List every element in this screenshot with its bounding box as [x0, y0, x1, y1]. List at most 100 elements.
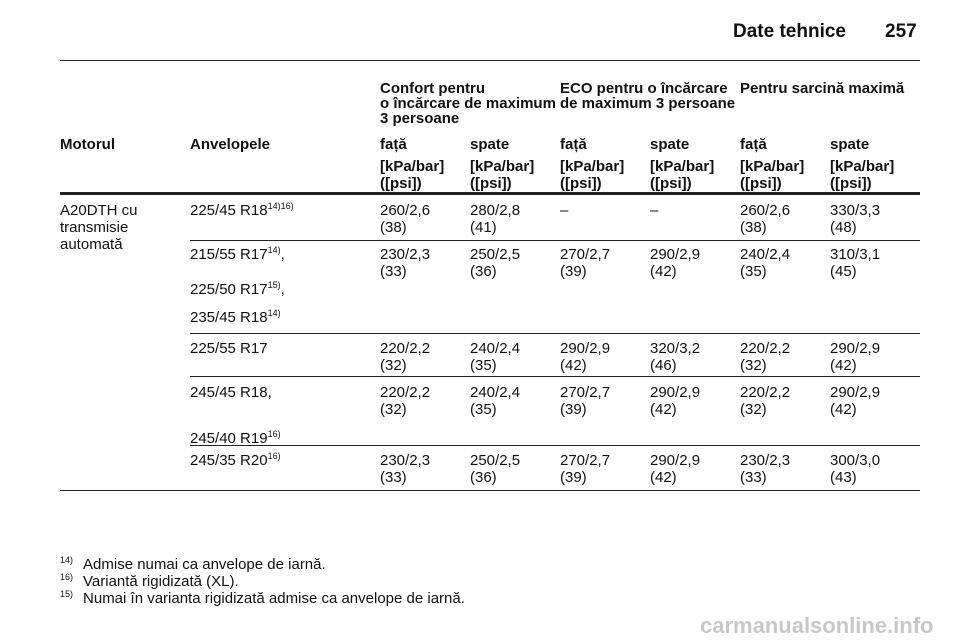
pressure-value: (39): [560, 469, 587, 486]
tire-text: 235/45 R18: [190, 309, 268, 326]
group-header: Confort pentru: [380, 80, 485, 97]
pressure-value: 260/2,6: [740, 202, 791, 219]
pressure-value: (32): [380, 401, 407, 418]
row-rule: [60, 490, 920, 491]
footnote-text: Variantă rigidizată (XL).: [83, 573, 239, 590]
pressure-value: (32): [740, 401, 767, 418]
pressure-value: 300/3,0: [830, 452, 881, 469]
tire-text: 225/50 R17: [190, 281, 268, 298]
pressure-value: 220/2,2: [380, 384, 431, 401]
pressure-value: 230/2,3: [380, 246, 431, 263]
tire-sup: 14): [267, 245, 281, 255]
pressure-value: 260/2,6: [380, 202, 431, 219]
pressure-value: (42): [830, 357, 857, 374]
row-rule: [190, 333, 920, 334]
tire-size: 245/45 R18,: [190, 384, 272, 401]
footnote-mark: 15): [60, 589, 74, 599]
unit-label: [kPa/bar]: [650, 158, 715, 175]
pressure-value: (39): [560, 401, 587, 418]
pressure-value: 290/2,9: [560, 340, 611, 357]
pressure-value: (35): [470, 357, 497, 374]
header-rule: [60, 60, 920, 61]
tire-size: 235/45 R1814): [190, 308, 281, 327]
pressure-value: 290/2,9: [650, 452, 701, 469]
tire-size: 225/55 R17: [190, 340, 268, 357]
pressure-value: –: [560, 202, 569, 219]
pressure-value: 220/2,2: [740, 384, 791, 401]
pressure-value: 290/2,9: [830, 340, 881, 357]
pressure-value: 230/2,3: [740, 452, 791, 469]
pressure-value: (38): [380, 219, 407, 236]
pressure-value: (36): [470, 263, 497, 280]
pressure-value: 290/2,9: [650, 384, 701, 401]
pressure-value: (48): [830, 219, 857, 236]
footnote-mark: 14): [60, 555, 74, 565]
tire-size: 225/50 R1715),: [190, 280, 285, 299]
pressure-value: (42): [650, 401, 677, 418]
pressure-value: 270/2,7: [560, 246, 611, 263]
pressure-value: 270/2,7: [560, 452, 611, 469]
pressure-value: (41): [470, 219, 497, 236]
tire-text: 225/45 R18: [190, 202, 268, 219]
pressure-value: 230/2,3: [380, 452, 431, 469]
engine-label: transmisie: [60, 219, 129, 236]
column-header: față: [560, 136, 587, 153]
column-header: față: [740, 136, 767, 153]
tire-size: 245/40 R1916): [190, 429, 281, 448]
unit-label: ([psi]): [740, 175, 782, 192]
pressure-value: (43): [830, 469, 857, 486]
pressure-value: (42): [650, 263, 677, 280]
unit-label: ([psi]): [380, 175, 422, 192]
unit-label: [kPa/bar]: [830, 158, 895, 175]
footnote-mark: 16): [60, 572, 74, 582]
tire-sup: 15): [267, 280, 281, 290]
footnote: 16) Variantă rigidizată (XL).: [60, 572, 239, 591]
unit-label: [kPa/bar]: [560, 158, 625, 175]
pressure-value: (46): [650, 357, 677, 374]
page-number: 257: [885, 21, 917, 42]
tire-suffix: ,: [280, 281, 285, 298]
engine-label: automată: [60, 236, 123, 253]
pressure-value: 280/2,8: [470, 202, 521, 219]
tire-sup: 14): [267, 308, 281, 318]
pressure-value: 310/3,1: [830, 246, 881, 263]
column-header: spate: [830, 136, 870, 153]
pressure-value: (33): [740, 469, 767, 486]
column-header: spate: [470, 136, 510, 153]
unit-label: ([psi]): [830, 175, 872, 192]
group-header: de maximum 3 persoane: [560, 95, 736, 112]
pressure-value: 220/2,2: [380, 340, 431, 357]
pressure-value: (32): [740, 357, 767, 374]
tire-text: 245/40 R19: [190, 430, 268, 447]
tire-sup: 16): [267, 429, 281, 439]
pressure-value: 250/2,5: [470, 246, 521, 263]
pressure-value: 240/2,4: [740, 246, 791, 263]
pressure-value: 250/2,5: [470, 452, 521, 469]
tire-sup: 14)16): [267, 201, 294, 211]
pressure-value: (39): [560, 263, 587, 280]
watermark: carmanualsonline.info: [700, 613, 934, 638]
header-title: Date tehnice: [733, 21, 846, 42]
column-header: față: [380, 136, 407, 153]
pressure-value: 240/2,4: [470, 384, 521, 401]
pressure-value: (38): [740, 219, 767, 236]
pressure-value: (33): [380, 469, 407, 486]
pressure-value: 290/2,9: [830, 384, 881, 401]
pressure-value: (33): [380, 263, 407, 280]
unit-label: ([psi]): [650, 175, 692, 192]
tire-suffix: ,: [280, 246, 285, 263]
group-header: o încărcare de maximum: [380, 95, 556, 112]
unit-label: [kPa/bar]: [740, 158, 805, 175]
column-header: spate: [650, 136, 690, 153]
pressure-value: (32): [380, 357, 407, 374]
tire-size: 215/55 R1714),: [190, 245, 285, 264]
group-header: Pentru sarcină maximă: [740, 80, 905, 97]
tire-size: 245/35 R2016): [190, 451, 281, 470]
tire-size: 225/45 R1814)16): [190, 201, 294, 220]
pressure-value: 240/2,4: [470, 340, 521, 357]
tire-sup: 16): [267, 451, 281, 461]
pressure-value: (42): [830, 401, 857, 418]
pressure-value: 330/3,3: [830, 202, 881, 219]
pressure-value: (35): [470, 401, 497, 418]
